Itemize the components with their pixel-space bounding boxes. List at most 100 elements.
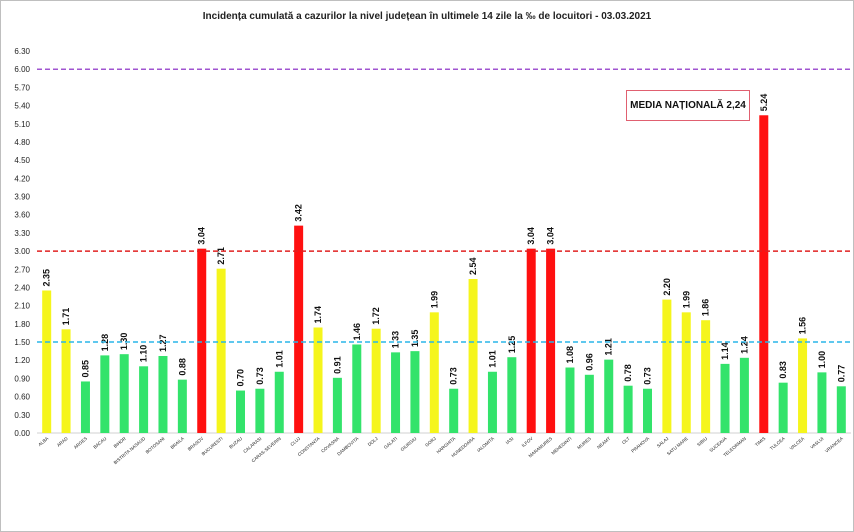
x-tick-label: VRANCEA xyxy=(824,436,844,454)
bar xyxy=(100,355,110,433)
y-tick-label: 5.10 xyxy=(14,120,30,129)
bar xyxy=(681,312,691,433)
y-tick-label: 5.70 xyxy=(14,83,30,92)
x-tick-label: BACAU xyxy=(92,436,107,450)
x-tick-label: SALAJ xyxy=(656,436,670,449)
data-label: 1.33 xyxy=(391,331,401,349)
x-tick-label: SATU MARE xyxy=(666,436,689,456)
data-label: 0.83 xyxy=(778,361,788,379)
y-tick-label: 2.10 xyxy=(14,302,30,311)
data-label: 1.99 xyxy=(681,291,691,309)
data-label: 1.72 xyxy=(371,307,381,325)
x-tick-label: GORJ xyxy=(424,436,437,448)
x-tick-label: OLT xyxy=(621,436,631,445)
data-label: 1.01 xyxy=(487,350,497,368)
x-tick-label: VASLUI xyxy=(809,436,824,450)
bar xyxy=(739,357,749,433)
x-tick-label: PRAHOVA xyxy=(630,436,650,454)
bar xyxy=(604,359,614,433)
national-average-label: MEDIA NAȚIONALĂ 2,24 xyxy=(626,90,750,121)
y-tick-label: 1.50 xyxy=(14,338,30,347)
bar xyxy=(42,290,52,433)
bar xyxy=(410,351,420,433)
bar xyxy=(449,388,459,433)
x-tick-label: SIBIU xyxy=(696,436,708,447)
x-tick-label: IALOMITA xyxy=(476,436,495,453)
data-label: 0.85 xyxy=(80,360,90,378)
bar xyxy=(643,388,652,433)
x-tick-label: BRAILA xyxy=(170,436,185,450)
x-tick-label: ARAD xyxy=(56,435,69,447)
data-label: 1.71 xyxy=(61,308,71,326)
x-tick-label: VALCEA xyxy=(789,436,806,451)
y-tick-label: 1.20 xyxy=(14,356,30,365)
bar xyxy=(817,372,827,433)
bar xyxy=(429,312,439,433)
y-tick-label: 2.40 xyxy=(14,283,30,292)
bar xyxy=(371,328,381,433)
data-label: 1.99 xyxy=(429,291,439,309)
data-label: 3.04 xyxy=(546,227,556,245)
x-tick-label: CLUJ xyxy=(289,436,301,447)
data-label: 1.27 xyxy=(158,334,168,352)
data-label: 1.10 xyxy=(139,345,149,363)
x-tick-label: DAMBOVITA xyxy=(336,436,359,457)
y-tick-label: 6.00 xyxy=(14,65,30,74)
y-tick-label: 3.30 xyxy=(14,229,30,238)
data-label: 1.00 xyxy=(817,351,827,369)
bar xyxy=(61,329,71,433)
x-tick-label: MEHEDINTI xyxy=(550,436,572,456)
bar xyxy=(313,327,323,433)
y-tick-label: 0.00 xyxy=(14,429,30,438)
bar xyxy=(197,248,207,433)
x-tick-label: ALBA xyxy=(37,436,49,447)
data-label: 0.88 xyxy=(177,358,187,376)
chart-title: Incidența cumulată a cazurilor la nivel … xyxy=(202,11,652,22)
data-label: 3.04 xyxy=(197,227,207,245)
data-label: 1.35 xyxy=(410,330,420,348)
bar xyxy=(623,385,633,433)
bar xyxy=(236,390,245,433)
y-tick-label: 0.90 xyxy=(14,374,30,383)
y-tick-label: 4.20 xyxy=(14,174,30,183)
data-label: 1.01 xyxy=(274,350,284,368)
data-label: 1.46 xyxy=(352,323,362,341)
x-tick-label: IASI xyxy=(505,436,515,445)
y-tick-label: 2.70 xyxy=(14,265,30,274)
x-tick-label: TULCEA xyxy=(769,436,786,451)
data-label: 0.73 xyxy=(449,367,459,385)
data-label: 0.70 xyxy=(236,369,246,387)
bar xyxy=(177,379,187,433)
data-label: 1.30 xyxy=(119,333,129,351)
bar xyxy=(507,357,517,433)
data-label: 1.14 xyxy=(720,342,730,360)
y-tick-label: 3.60 xyxy=(14,211,30,220)
data-label: 2.71 xyxy=(216,247,226,265)
y-tick-label: 1.80 xyxy=(14,320,30,329)
data-label: 3.42 xyxy=(294,204,304,222)
bar xyxy=(80,381,90,433)
y-tick-label: 5.40 xyxy=(14,102,30,111)
x-tick-label: BUZAU xyxy=(228,436,243,450)
bar xyxy=(759,115,769,434)
bar xyxy=(546,248,556,433)
bar xyxy=(332,377,342,433)
y-tick-label: 4.80 xyxy=(14,138,30,147)
data-label: 2.35 xyxy=(42,269,52,287)
x-tick-label: NEAMT xyxy=(596,436,611,450)
data-label: 5.24 xyxy=(759,94,769,112)
data-label: 0.96 xyxy=(584,353,594,371)
data-label: 0.78 xyxy=(623,364,633,382)
data-label: 1.24 xyxy=(739,336,749,354)
data-label: 1.25 xyxy=(507,336,517,354)
data-label: 0.91 xyxy=(332,356,342,374)
bar xyxy=(836,386,846,433)
bar xyxy=(720,363,730,433)
bar xyxy=(798,338,808,433)
x-tick-label: SUCEAVA xyxy=(708,436,727,453)
x-tick-label: BUCURESTI xyxy=(201,436,224,457)
data-label: 0.77 xyxy=(836,365,846,383)
y-tick-label: 4.50 xyxy=(14,156,30,165)
bar xyxy=(391,352,401,433)
x-tick-label: BRASOV xyxy=(187,436,205,452)
